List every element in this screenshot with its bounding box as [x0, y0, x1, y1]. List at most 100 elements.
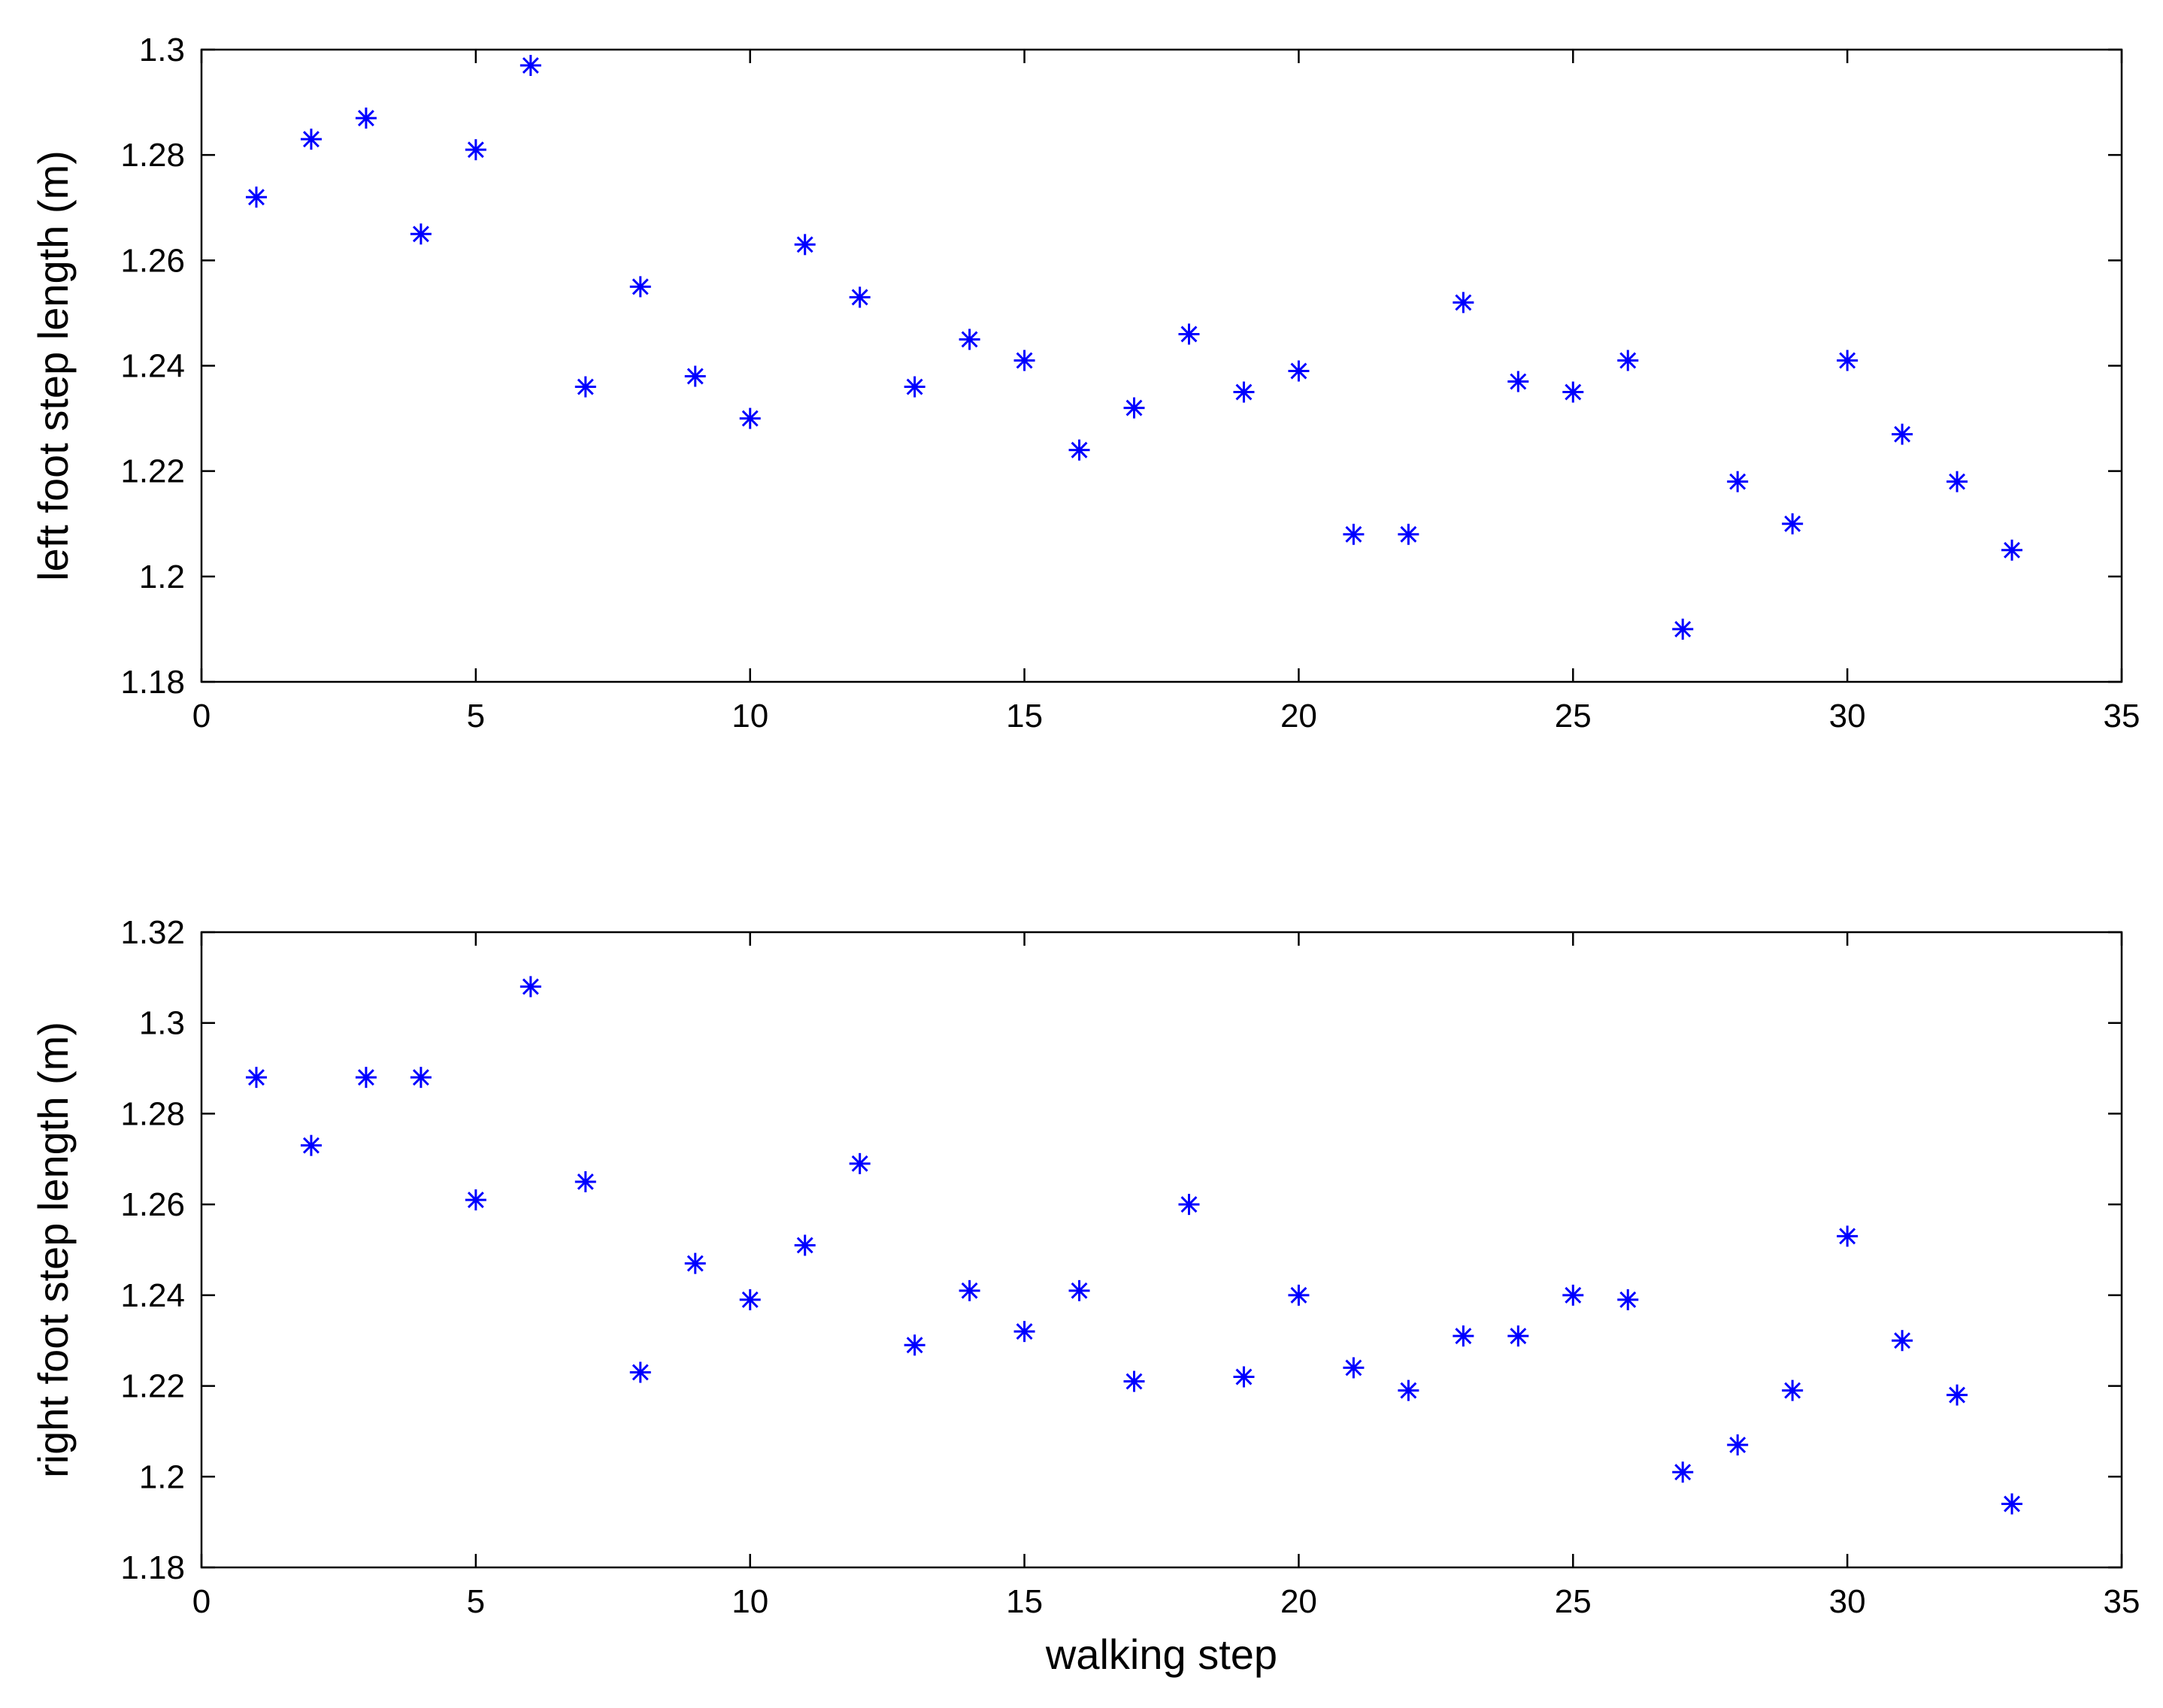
left-foot-data-point — [2001, 539, 2023, 561]
left-foot-data-point — [300, 129, 322, 150]
right-foot-x-tick-label: 0 — [192, 1583, 211, 1620]
left-foot-x-tick-label: 0 — [192, 698, 211, 734]
right-foot-data-point — [465, 1189, 486, 1211]
left-foot-data-point — [355, 108, 377, 129]
right-foot-y-tick-label: 1.32 — [120, 914, 185, 951]
right-foot-data-point — [1123, 1370, 1145, 1392]
right-foot-data-point — [1562, 1284, 1584, 1306]
left-foot-data-point — [904, 376, 925, 398]
left-foot-y-axis-label: left foot step length (m) — [29, 150, 77, 581]
left-foot-data-point — [739, 407, 761, 429]
right-foot-x-tick-label: 25 — [1555, 1583, 1592, 1620]
right-foot-data-point — [684, 1252, 706, 1274]
right-foot-data-point — [1233, 1366, 1255, 1388]
right-foot-axis-ticks: 0 5 10 15 20 25 30 35 1.18 1.2 1.22 1.24 1.26 1.28 1.3… — [120, 914, 2140, 1620]
left-foot-x-tick-label: 5 — [467, 698, 485, 734]
right-foot-x-tick-label: 5 — [467, 1583, 485, 1620]
right-foot-data-point — [739, 1289, 761, 1310]
right-foot-data-point — [1946, 1384, 1968, 1406]
left-foot-data-point — [1068, 439, 1090, 461]
right-foot-data-point — [300, 1134, 322, 1156]
right-foot-x-tick-label: 30 — [1829, 1583, 1866, 1620]
right-foot-x-tick-label: 35 — [2104, 1583, 2140, 1620]
right-foot-data-point — [520, 976, 541, 998]
left-foot-data-point — [1727, 471, 1749, 492]
right-foot-y-tick-label: 1.18 — [120, 1549, 185, 1586]
left-foot-data-point — [1946, 471, 1968, 492]
right-foot-y-tick-label: 1.2 — [139, 1458, 185, 1495]
right-foot-data-point — [1837, 1225, 1859, 1247]
left-foot-data-point — [1343, 523, 1365, 545]
left-foot-data-point — [629, 276, 651, 298]
right-foot-chart: 0 5 10 15 20 25 30 35 1.18 1.2 1.22 1.24 1.26 1.28 1.3… — [29, 914, 2140, 1678]
right-foot-x-tick-label: 10 — [732, 1583, 768, 1620]
left-foot-y-tick-label: 1.18 — [120, 664, 185, 701]
left-foot-data-point — [1013, 350, 1035, 371]
right-foot-data-point — [1178, 1194, 1200, 1216]
left-foot-data-point — [1562, 381, 1584, 403]
right-foot-data-point — [410, 1067, 432, 1089]
right-foot-y-axis-label: right foot step length (m) — [29, 1022, 77, 1478]
right-foot-data-point — [1617, 1289, 1639, 1310]
right-foot-plot-frame — [200, 931, 2123, 1569]
right-foot-data-point — [355, 1067, 377, 1089]
left-foot-data-point — [465, 139, 486, 161]
left-foot-y-tick-label: 1.24 — [120, 348, 185, 385]
right-foot-data-point — [1507, 1325, 1529, 1347]
right-foot-data-point — [904, 1334, 925, 1356]
left-foot-data-point — [794, 234, 816, 256]
left-foot-axis-ticks: 0 5 10 15 20 25 30 35 1.18 1.2 1.22 1.24 1.26 1.28 1.3 — [120, 32, 2140, 734]
left-foot-data-point — [1398, 523, 1419, 545]
right-foot-data-point — [1892, 1330, 1913, 1352]
left-foot-x-tick-label: 35 — [2104, 698, 2140, 734]
right-foot-data-point — [1013, 1321, 1035, 1343]
left-foot-data-point — [245, 186, 267, 208]
right-foot-data-point — [574, 1170, 596, 1192]
left-foot-data-point — [1233, 381, 1255, 403]
right-foot-x-tick-label: 20 — [1280, 1583, 1317, 1620]
right-foot-data-point — [1068, 1279, 1090, 1301]
right-foot-data-point — [1288, 1284, 1310, 1306]
left-foot-y-tick-label: 1.3 — [139, 32, 185, 68]
left-foot-data-points — [245, 55, 2023, 640]
right-foot-data-point — [629, 1361, 651, 1383]
left-foot-data-point — [1288, 360, 1310, 382]
left-foot-y-tick-label: 1.22 — [120, 453, 185, 490]
left-foot-data-point — [684, 365, 706, 387]
left-foot-y-tick-label: 1.2 — [139, 559, 185, 595]
left-foot-x-tick-label: 30 — [1829, 698, 1866, 734]
left-foot-data-point — [849, 286, 871, 308]
x-axis-label-walking-step: walking step — [1045, 1631, 1277, 1678]
right-foot-data-point — [1672, 1461, 1694, 1483]
right-foot-y-tick-label: 1.26 — [120, 1186, 185, 1223]
right-foot-y-tick-label: 1.3 — [139, 1005, 185, 1042]
right-foot-data-point — [849, 1152, 871, 1174]
right-foot-data-point — [794, 1234, 816, 1256]
left-foot-x-tick-label: 15 — [1006, 698, 1043, 734]
right-foot-data-point — [245, 1067, 267, 1089]
left-foot-y-tick-label: 1.26 — [120, 242, 185, 279]
left-foot-data-point — [1837, 350, 1859, 371]
left-foot-data-point — [1507, 371, 1529, 392]
right-foot-y-tick-label: 1.24 — [120, 1277, 185, 1314]
right-foot-data-point — [2001, 1493, 2023, 1515]
right-foot-data-point — [1343, 1357, 1365, 1379]
left-foot-data-point — [1453, 292, 1474, 313]
left-foot-data-point — [1892, 423, 1913, 445]
left-foot-data-point — [520, 55, 541, 77]
left-foot-x-tick-label: 20 — [1280, 698, 1317, 734]
left-foot-y-tick-label: 1.28 — [120, 137, 185, 174]
right-foot-data-point — [959, 1279, 980, 1301]
left-foot-data-point — [1782, 513, 1804, 535]
right-foot-y-tick-label: 1.22 — [120, 1368, 185, 1405]
right-foot-data-point — [1453, 1325, 1474, 1347]
left-foot-data-point — [410, 223, 432, 245]
left-foot-data-point — [1123, 397, 1145, 419]
right-foot-x-tick-label: 15 — [1006, 1583, 1043, 1620]
right-foot-data-point — [1782, 1379, 1804, 1401]
left-foot-chart: 0 5 10 15 20 25 30 35 1.18 1.2 1.22 1.24 1.26 1.28 1.3… — [29, 32, 2140, 734]
left-foot-data-point — [574, 376, 596, 398]
left-foot-data-point — [1617, 350, 1639, 371]
